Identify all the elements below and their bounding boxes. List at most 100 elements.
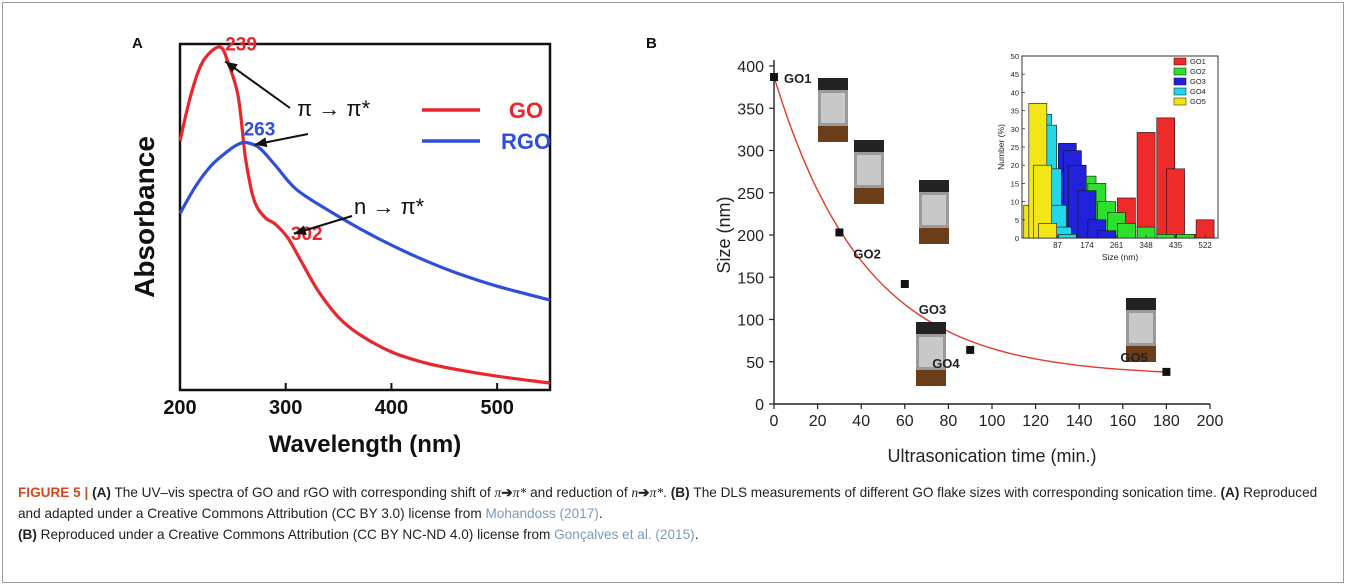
x-axis-label: Wavelength (nm) [269,431,461,458]
panel-a-label: A [132,35,143,52]
caption-panel-b-ref-2: (B) [18,527,37,542]
inset-bar-go1 [1166,168,1185,239]
annotation-pi-pi-star: π → π* [297,96,371,121]
x-tick-label: 200 [163,397,196,419]
vial-image-go2 [854,140,884,204]
vial-cap [818,78,848,90]
x-tick-label: 100 [979,413,1006,430]
inset-x-tick-label: 261 [1110,241,1124,250]
arrow-pi-to-239-line [224,60,291,109]
legend-label-go: GO [509,98,543,123]
inset-legend-label-go4: GO4 [1190,87,1206,96]
x-tick-label: 160 [1109,413,1136,430]
inset-y-axis-label: Number (%) [996,124,1006,170]
inset-bar-go4 [1058,234,1077,239]
data-point [966,345,975,354]
inset-bar-go2 [1117,223,1136,239]
inset-y-tick-label: 50 [1011,52,1019,61]
sample-label-go2: GO2 [853,246,880,261]
data-point [835,228,844,237]
vial-glass [1129,313,1153,343]
vial-glass [857,155,881,185]
series-go-line [178,45,551,385]
inset-y-tick-label: 10 [1011,198,1019,207]
caption-text-3: The DLS measurements of different GO fla… [689,485,1221,500]
sample-label-go5: GO5 [1120,350,1147,365]
inset-bar-go1 [1136,132,1156,239]
inset-x-tick-label: 87 [1053,241,1062,250]
caption-arrow-1: ➔ [501,485,513,500]
inset-y-tick-label: 45 [1011,70,1019,79]
data-point [900,280,909,289]
inset-y-tick-label: 35 [1011,107,1019,116]
x-tick-label: 60 [896,413,914,430]
reference-link-goncalves[interactable]: Gonçalves et al. (2015) [554,527,695,542]
series-rgo-line [178,140,551,302]
inset-legend-swatch-go3 [1173,77,1187,86]
y-tick-label: 300 [737,144,764,161]
x-tick-label: 200 [1197,413,1224,430]
inset-legend-label-go1: GO1 [1190,57,1206,66]
inset-x-axis-label: Size (nm) [1102,252,1139,262]
figure-caption: FIGURE 5 | (A) The UV–vis spectra of GO … [18,482,1330,545]
caption-text-4: Reproduced and adapted under a Creative … [18,485,1318,521]
y-axis-label: Size (nm) [714,196,734,273]
sample-label-go3: GO3 [919,302,946,317]
data-point [770,72,778,81]
caption-text-6: Reproduced under a Creative Commons Attr… [36,527,555,542]
inset-y-tick-label: 30 [1011,125,1019,134]
inset-x-tick-label: 174 [1080,241,1094,250]
x-tick-label: 500 [480,397,513,419]
x-axis-label: Ultrasonication time (min.) [887,446,1096,466]
data-point [1162,367,1171,376]
vial-image-go3 [919,180,949,244]
y-tick-label: 250 [737,186,764,203]
vial-cap [1126,298,1156,310]
y-tick-label: 150 [737,270,764,287]
vial-image-go1 [818,78,848,142]
inset-y-tick-label: 40 [1011,88,1019,97]
inset-legend-label-go5: GO5 [1190,97,1206,106]
caption-dot: . [663,485,671,500]
inset-y-tick-label: 25 [1011,143,1019,152]
vial-glass [922,195,946,225]
inset-y-tick-label: 20 [1011,161,1019,170]
inset-legend-label-go3: GO3 [1190,77,1206,86]
vial-image-go4 [916,322,946,386]
caption-text-5: . [598,506,603,521]
inset-y-tick-label: 15 [1011,179,1019,188]
y-tick-label: 350 [737,101,764,118]
shoulder-label-302: 302 [291,224,323,245]
inset-y-tick-label: 0 [1015,234,1019,243]
sample-label-go1: GO1 [784,71,811,86]
vial-liquid [916,370,946,386]
caption-panel-a-ref: (A) [92,485,111,500]
y-tick-label: 400 [737,59,764,76]
inset-legend-swatch-go1 [1173,57,1187,66]
vial-image-go5 [1126,298,1156,362]
caption-pistar-2: π* [649,485,664,500]
annotation-n-pi-star: n → π* [354,194,425,219]
inset-bar-go2 [1176,234,1195,239]
vial-liquid [818,126,848,142]
inset-bar-go3 [1097,230,1117,239]
x-tick-label: 400 [375,397,408,419]
inset-bar-go2 [1156,234,1176,239]
caption-n: n [631,485,639,500]
peak-label-263: 263 [244,120,276,141]
vial-cap [916,322,946,334]
x-tick-label: 140 [1066,413,1093,430]
panel-a-plot-frame [178,42,552,392]
inset-legend-label-go2: GO2 [1190,67,1206,76]
panel-a-chart: A 200 300 400 500 Wavelength (nm) Absorbance GO… [129,34,552,458]
caption-panel-b-ref: (B) [670,485,690,500]
caption-pistar-1: π* [512,485,527,500]
caption-pi: π [494,485,502,500]
reference-link-mohandoss[interactable]: Mohandoss (2017) [485,506,599,521]
caption-arrow-2: ➔ [638,485,650,500]
x-tick-label: 120 [1022,413,1049,430]
caption-text-1: The UV–vis spectra of GO and rGO with co… [110,485,495,500]
peak-label-239: 239 [225,34,257,55]
inset-legend-swatch-go2 [1173,67,1187,76]
